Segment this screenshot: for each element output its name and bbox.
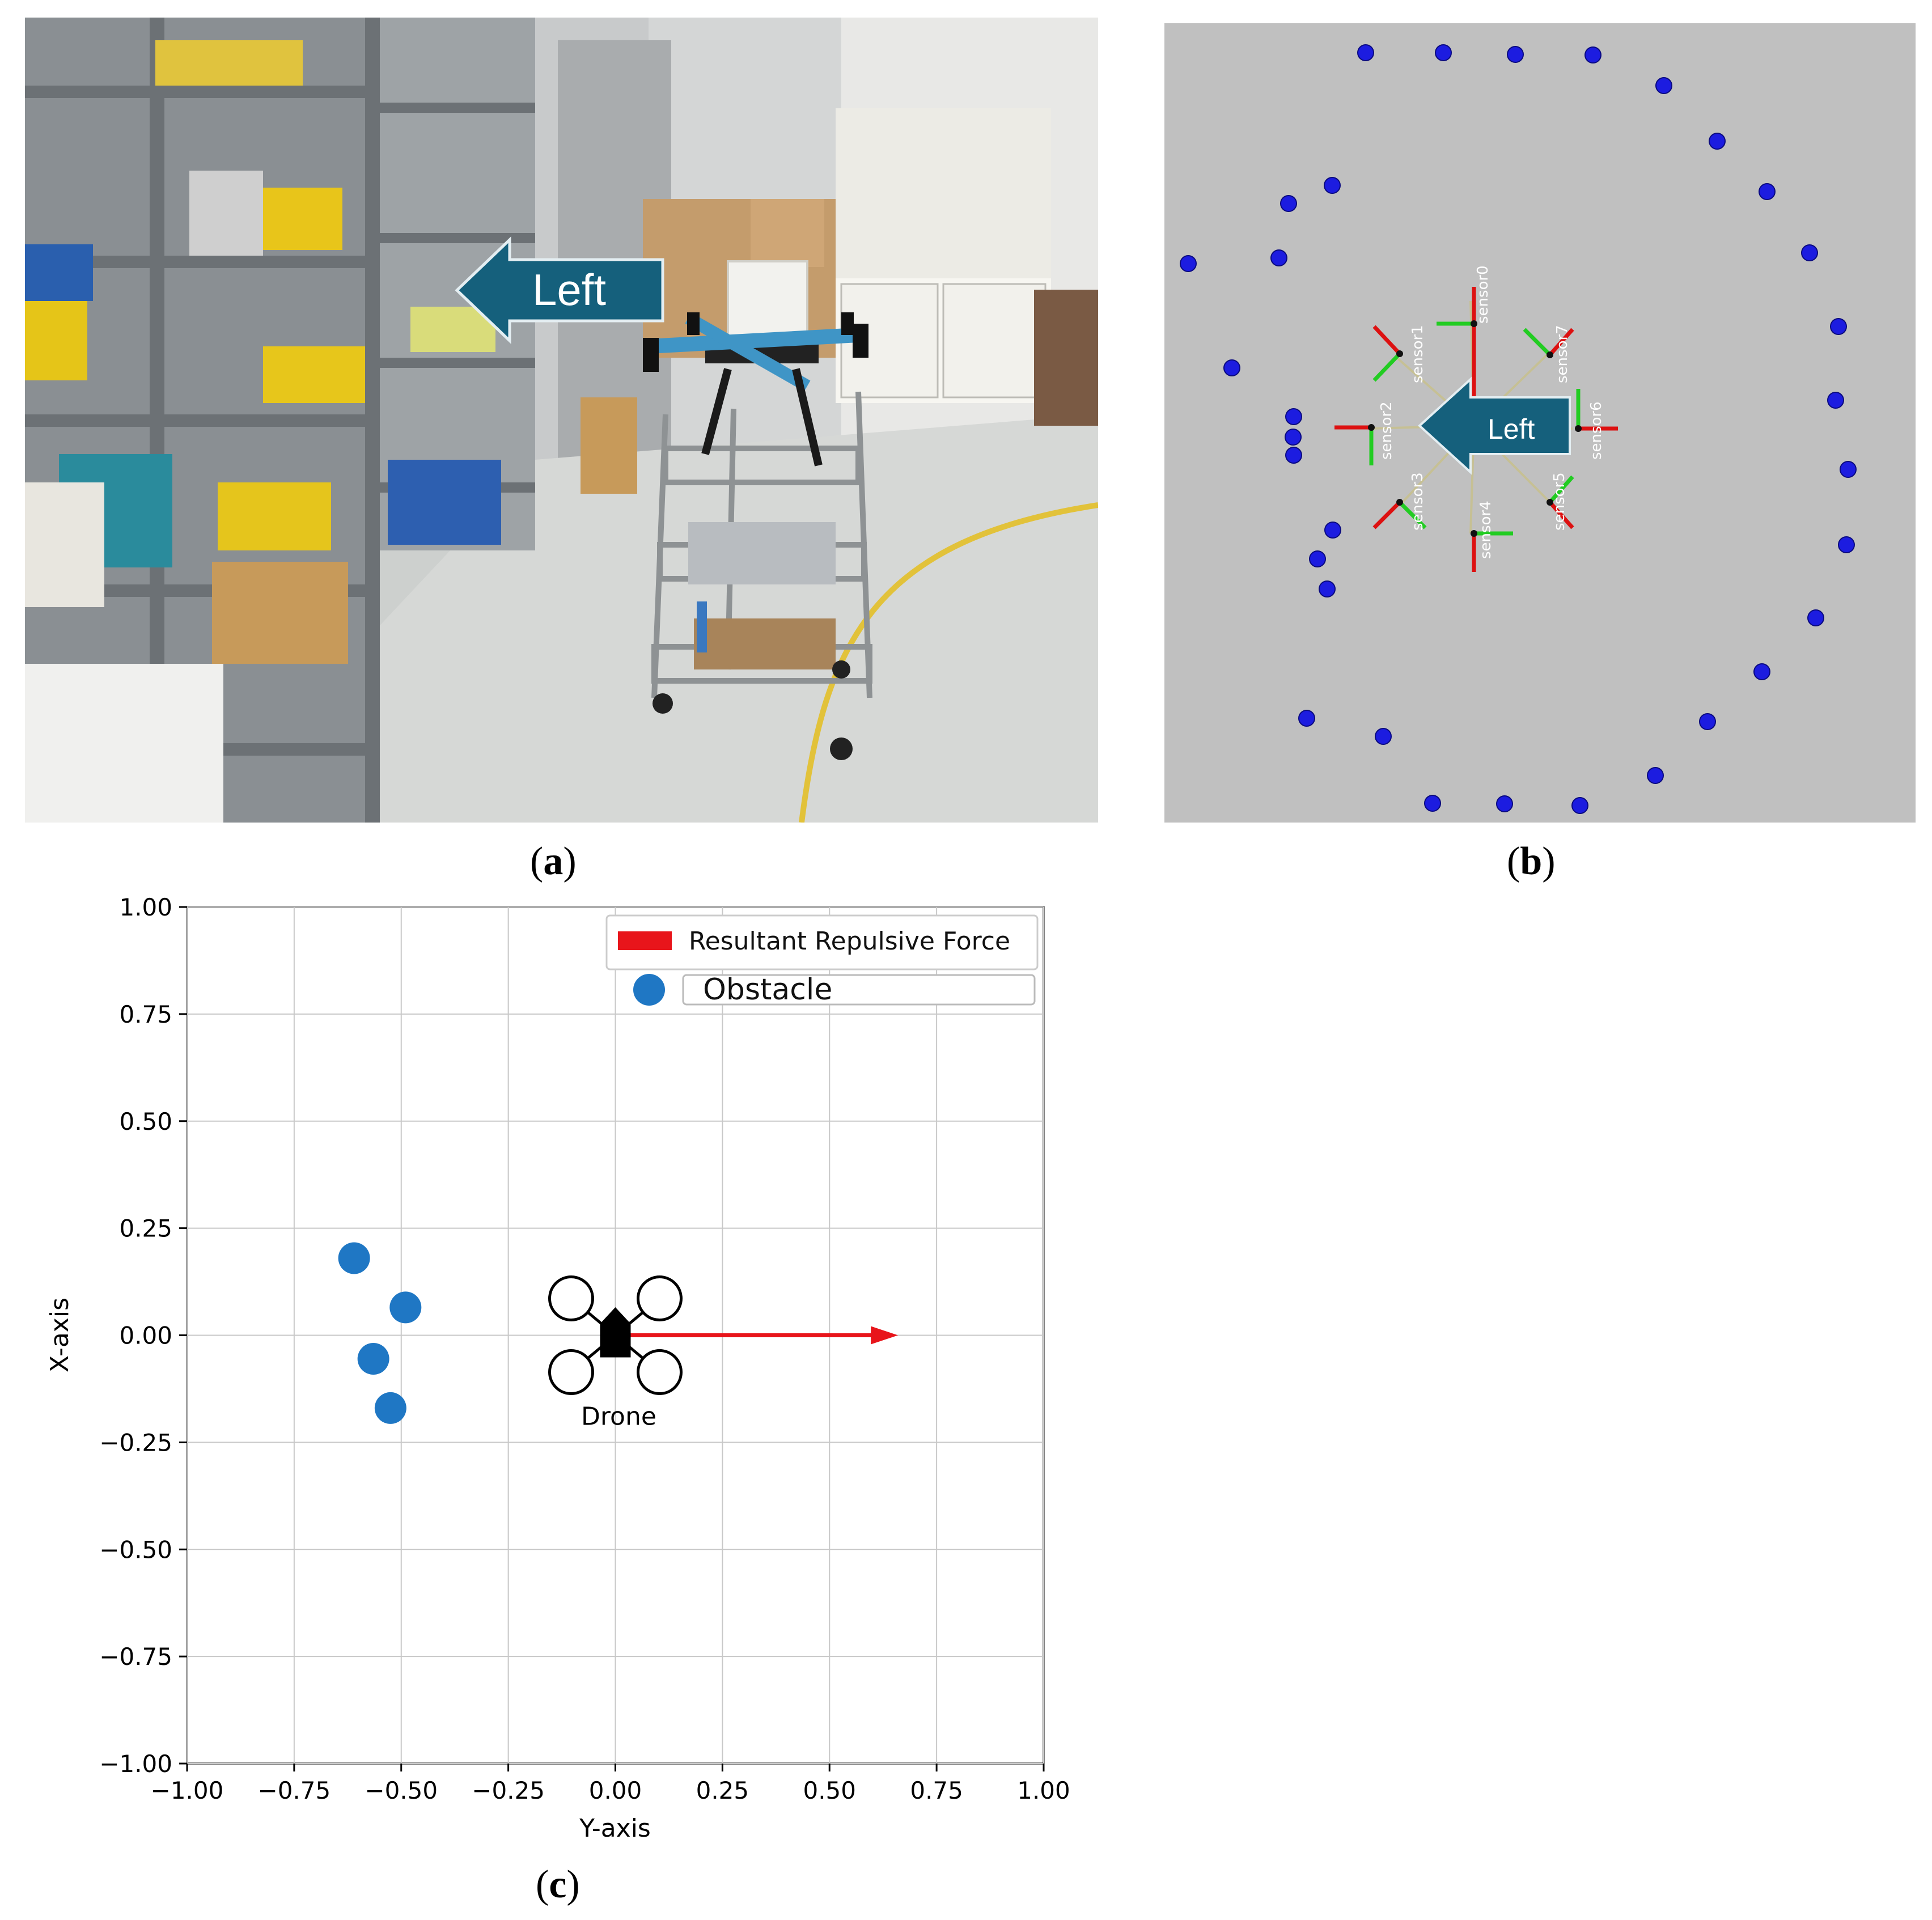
sensor-frames (1334, 287, 1618, 572)
y-tick-label: 0.50 (119, 1108, 172, 1135)
obstacle-point (1357, 44, 1374, 61)
sensor0-label: sensor0 (1475, 265, 1492, 324)
x-tick-label: 0.00 (589, 1777, 642, 1804)
obstacle-point (1319, 580, 1336, 597)
sensor3-label: sensor3 (1409, 472, 1426, 531)
obstacle-point (1285, 429, 1302, 446)
x-tick-label: 0.25 (696, 1777, 749, 1804)
y-tick-label: 0.00 (119, 1322, 172, 1350)
x-axis-label: Y-axis (579, 1814, 651, 1843)
obstacle-point (1223, 359, 1240, 376)
photo-panel: Left (25, 18, 1098, 823)
simulation-panel: sensor0 sensor1 sensor2 sensor3 sensor4 … (1164, 23, 1916, 823)
obstacle-point (1180, 255, 1197, 272)
obstacle-point (1807, 609, 1824, 626)
obstacle-point (1571, 797, 1588, 814)
legend-force-label: Resultant Repulsive Force (689, 927, 1010, 956)
grid-lines (187, 906, 1044, 1764)
y-tick-label: −0.25 (99, 1429, 172, 1456)
simulation-view: sensor0 sensor1 sensor2 sensor3 sensor4 … (1180, 44, 1857, 814)
obstacle-point (1280, 195, 1297, 212)
y-tick-labels: 1.00 0.75 0.50 0.25 0.00 −0.25 −0.50 −0.75 −1.00 (99, 893, 187, 1778)
lab-photo: Left (25, 18, 1098, 823)
obstacle-point (338, 1242, 370, 1274)
obstacle-point (1801, 244, 1818, 261)
drone-rotor (637, 1275, 683, 1321)
obstacle-point (374, 1392, 406, 1424)
obstacle-point (1840, 461, 1857, 478)
obstacle-point (1709, 133, 1726, 150)
obstacle-point (1655, 77, 1672, 94)
obstacle-point (1270, 249, 1287, 266)
repulsive-force-arrowhead (871, 1326, 899, 1345)
left-arrow: Left (1418, 376, 1571, 475)
x-tick-label: 1.00 (1017, 1777, 1070, 1804)
obstacle-point (1507, 46, 1524, 63)
sensor6-label: sensor6 (1588, 401, 1605, 460)
y-tick-label: 0.75 (119, 1001, 172, 1028)
obstacle-point (1584, 46, 1601, 63)
obstacle-point (1375, 728, 1392, 745)
obstacle-point (389, 1291, 422, 1324)
legend-obstacle-label: Obstacle (703, 973, 832, 1007)
obstacle-point (1838, 536, 1855, 553)
obstacle-point (1324, 177, 1341, 194)
y-tick-label: 0.25 (119, 1215, 172, 1243)
legend-force-swatch (618, 931, 672, 950)
sensor2-label: sensor2 (1378, 401, 1395, 460)
chart-panel: −1.00 −0.75 −0.50 −0.25 0.00 0.25 0.50 0.75 1.00… (34, 884, 1111, 1848)
obstacle-point (1496, 795, 1513, 812)
x-tick-label: −0.75 (258, 1777, 331, 1804)
obstacle-point (1759, 183, 1776, 200)
sensor4-label: sensor4 (1477, 501, 1494, 559)
drone-icon (548, 1275, 683, 1395)
drone-rotor (548, 1275, 594, 1321)
obstacle-point (1309, 550, 1326, 567)
x-tick-label: −1.00 (151, 1777, 224, 1804)
obstacle-point (1830, 318, 1847, 335)
obstacle-point (1285, 447, 1302, 464)
x-tick-labels: −1.00 −0.75 −0.50 −0.25 0.00 0.25 0.50 0.75 1.00 (151, 1764, 1070, 1804)
chart-marks (338, 1242, 899, 1424)
obstacle-point (1424, 795, 1441, 812)
obstacle-point (1324, 522, 1341, 539)
obstacle-point (357, 1343, 389, 1375)
y-tick-label: −0.50 (99, 1536, 172, 1563)
obstacle-chart: −1.00 −0.75 −0.50 −0.25 0.00 0.25 0.50 0.75 1.00… (45, 893, 1070, 1843)
obstacle-point (1285, 408, 1302, 425)
drone-body (600, 1307, 631, 1358)
y-tick-label: −0.75 (99, 1643, 172, 1671)
caption-c: (c) (536, 1863, 580, 1906)
legend-obstacle-swatch (633, 974, 665, 1006)
sensor5-label: sensor5 (1551, 472, 1568, 531)
left-arrow: Left (455, 236, 664, 344)
y-tick-label: −1.00 (99, 1750, 172, 1778)
caption-b: (b) (1507, 840, 1556, 883)
obstacle-point (1753, 663, 1770, 680)
sensor7-label: sensor7 (1554, 325, 1571, 383)
left-arrow-label: Left (532, 265, 606, 315)
left-arrow-label: Left (1488, 413, 1535, 445)
obstacle-point (1699, 713, 1716, 730)
obstacle-point-cloud (1180, 44, 1857, 814)
y-axis-label: X-axis (45, 1298, 74, 1372)
drone-label: Drone (581, 1402, 656, 1431)
drone-rotor (548, 1349, 594, 1395)
legend: Resultant Repulsive Force Obstacle (605, 914, 1039, 1007)
x-tick-label: −0.25 (472, 1777, 545, 1804)
x-tick-label: 0.75 (910, 1777, 963, 1804)
x-tick-label: −0.50 (365, 1777, 438, 1804)
sensor1-label: sensor1 (1409, 325, 1426, 383)
y-tick-label: 1.00 (119, 893, 172, 921)
drone-rotor (637, 1349, 683, 1395)
x-tick-label: 0.50 (803, 1777, 856, 1804)
obstacle-point (1435, 44, 1452, 61)
obstacle-point (1647, 767, 1664, 784)
obstacle-point (1827, 392, 1844, 409)
caption-a: (a) (530, 840, 577, 883)
obstacle-point (1298, 710, 1315, 727)
